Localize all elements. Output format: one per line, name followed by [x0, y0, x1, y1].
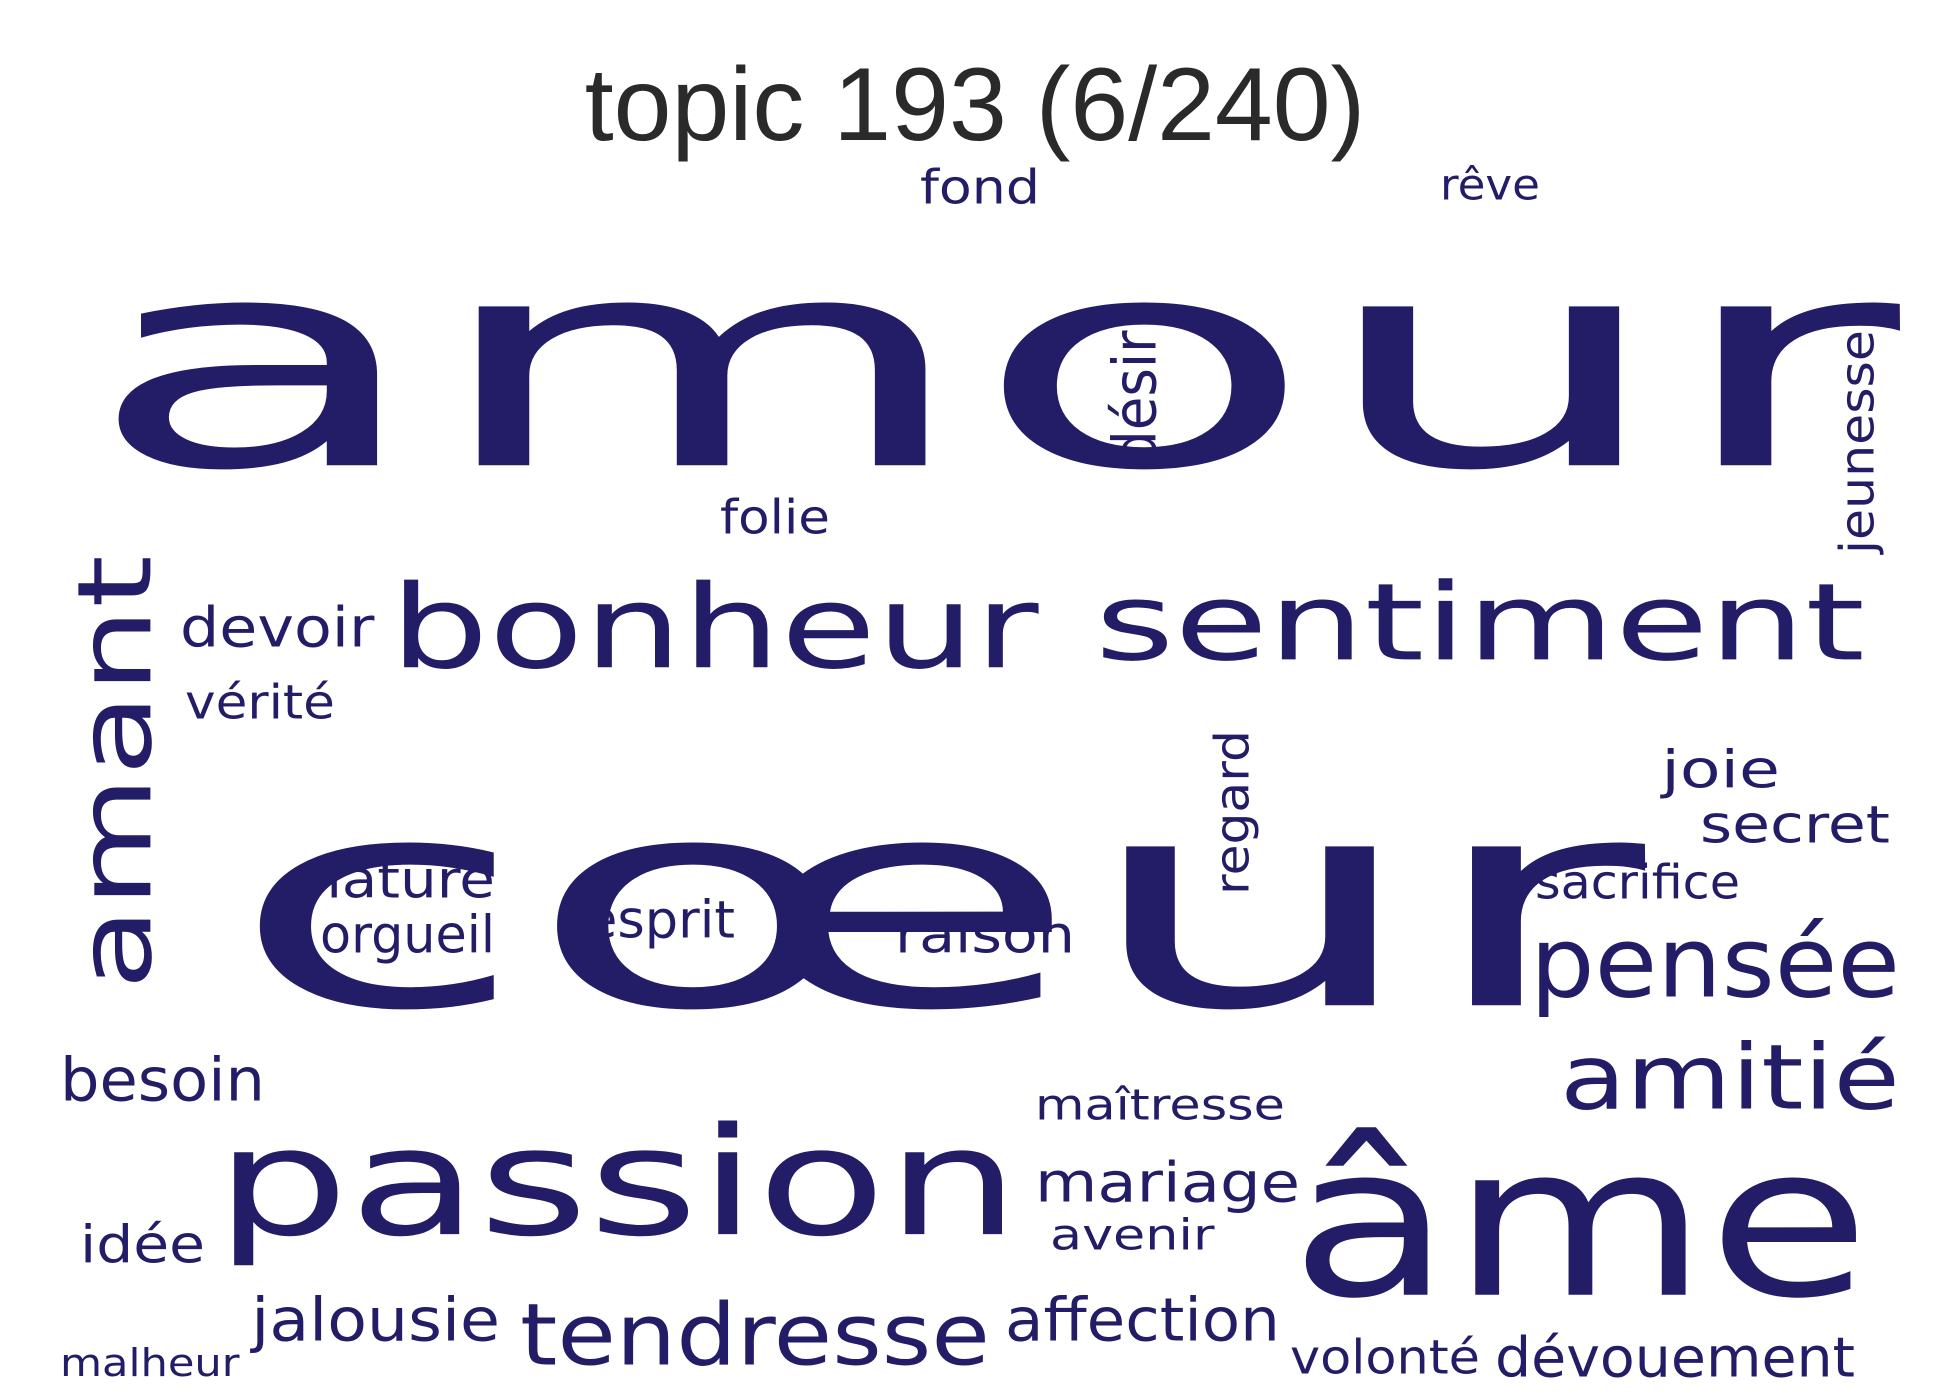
word-tendresse: tendresse — [520, 1286, 990, 1385]
word-affection: affection — [1005, 1286, 1280, 1355]
word-volonte: volonté — [1290, 1331, 1480, 1386]
word-devouement: dévouement — [1495, 1326, 1855, 1390]
word-reve: rêve — [1440, 161, 1540, 211]
word-amitie: amitié — [1560, 1026, 1900, 1130]
word-amour: amour — [85, 196, 1906, 534]
word-besoin: besoin — [60, 1046, 265, 1116]
word-ame: âme — [1290, 1101, 1870, 1345]
word-joie: joie — [1659, 741, 1780, 801]
word-secret: secret — [1700, 796, 1890, 856]
word-pensee: pensée — [1530, 905, 1900, 1020]
word-fond: fond — [920, 160, 1040, 215]
word-sacrifice: sacrifice — [1535, 856, 1740, 911]
word-amant: amant — [56, 555, 175, 990]
word-desir: désir — [1100, 330, 1170, 465]
word-jeunesse: jeunesse — [1830, 330, 1885, 555]
word-folie: folie — [720, 490, 830, 545]
word-mariage: mariage — [1035, 1151, 1300, 1216]
word-jalousie: jalousie — [249, 1285, 500, 1355]
word-avenir: avenir — [1050, 1211, 1215, 1260]
word-orgueil: orgueil — [320, 906, 495, 965]
word-nature: nature — [305, 850, 495, 910]
word-regard: regard — [1206, 730, 1260, 895]
word-raison: raison — [895, 905, 1075, 965]
word-esprit: esprit — [585, 891, 735, 950]
word-bonheur: bonheur — [390, 561, 1039, 695]
word-verite: vérité — [185, 675, 335, 730]
word-malheur: malheur — [60, 1340, 240, 1385]
word-maitresse: maîtresse — [1035, 1081, 1285, 1131]
word-devoir: devoir — [180, 595, 375, 660]
chart-title: topic 193 (6/240) — [584, 47, 1366, 163]
word-idee: idée — [80, 1215, 205, 1275]
word-sentiment: sentiment — [1095, 561, 1865, 685]
word-coeur: cœur — [230, 736, 1651, 1074]
word-passion: passion — [215, 1096, 1020, 1270]
